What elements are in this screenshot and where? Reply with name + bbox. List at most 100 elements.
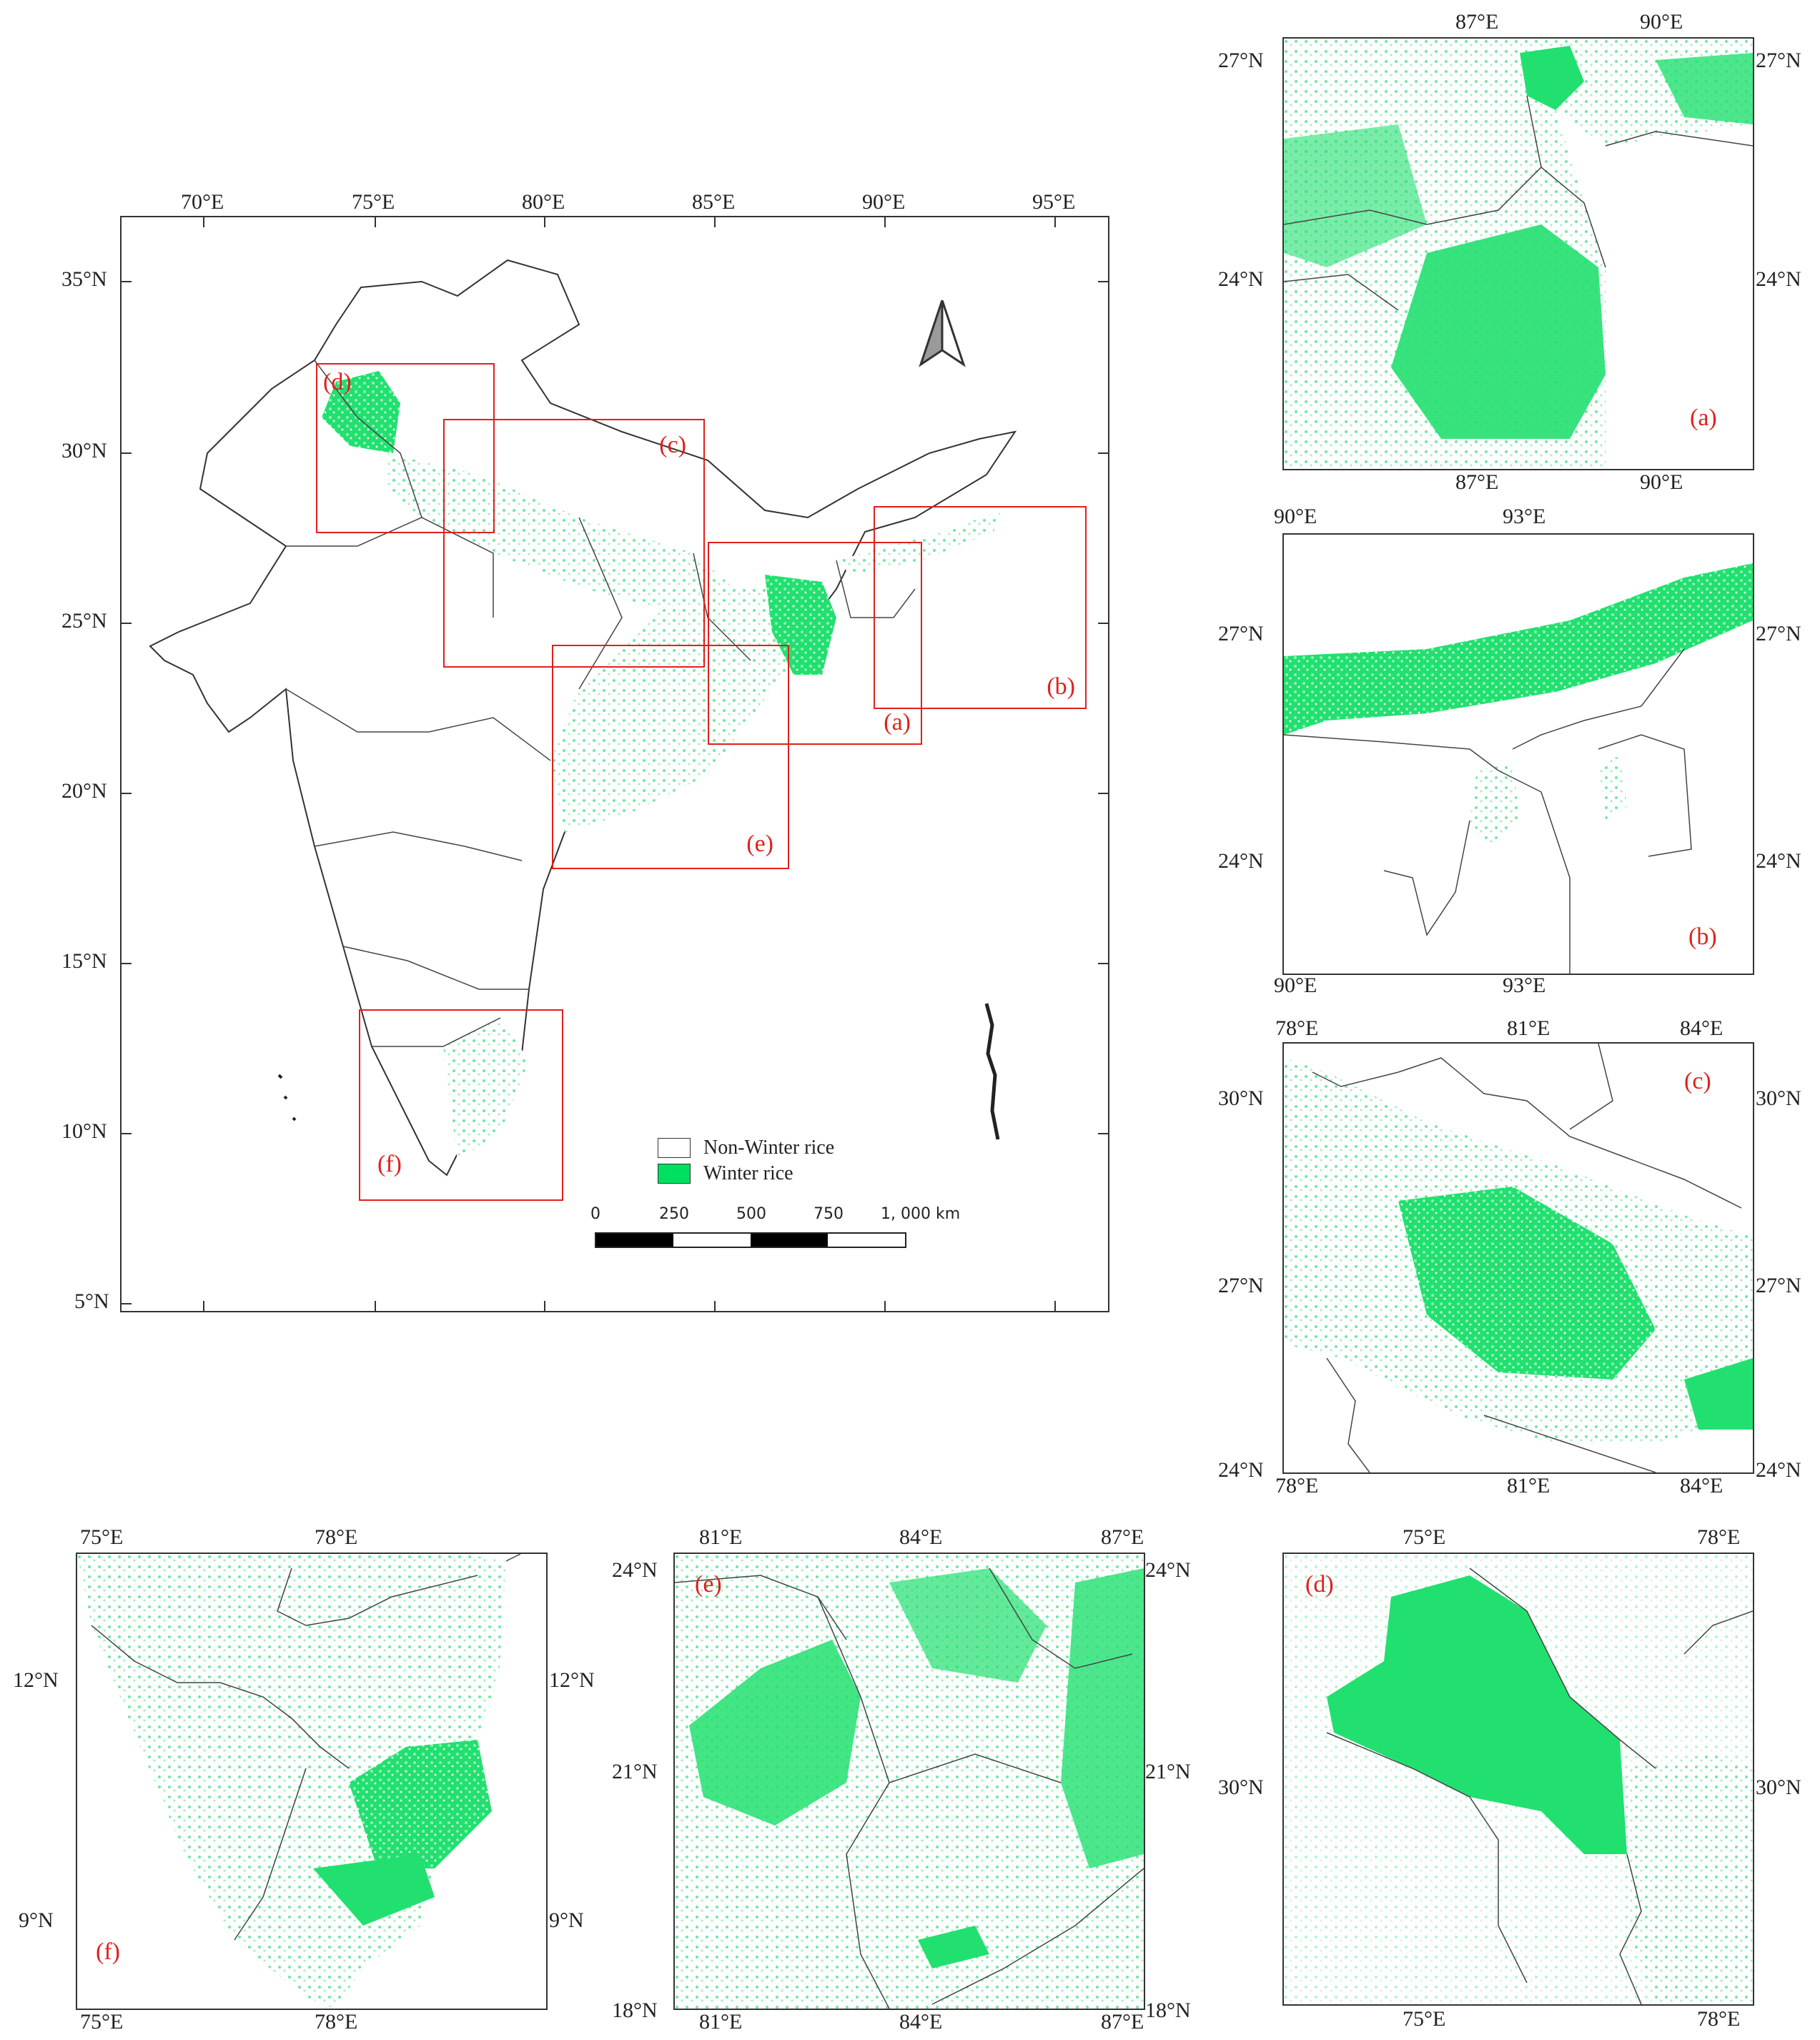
legend-label: Winter rice (703, 1162, 793, 1184)
north-arrow-icon (919, 300, 966, 367)
panel-f-lat-tick: 9°N (549, 1908, 584, 1932)
panel-c-lat-tick: 24°N (1218, 1458, 1264, 1482)
panel-c-lon-tick: 81°E (1507, 1474, 1551, 1497)
region-box-b: (b) (874, 506, 1087, 709)
panel-f-lon-tick: 78°E (315, 2010, 358, 2034)
winter-rice-tn (443, 1018, 529, 1161)
panel-e-lon-tick: 84°E (899, 1525, 943, 1549)
panel-c-label: (c) (1684, 1068, 1711, 1094)
panel-d-frame (1282, 1553, 1754, 2006)
main-lon-tick: 70°E (181, 190, 224, 214)
panel-a-label: (a) (1690, 405, 1717, 431)
panel-e-lat-tick: 24°N (1145, 1558, 1191, 1582)
panel-e-lon-tick: 87°E (1101, 1525, 1144, 1549)
main-lon-tick: 80°E (522, 190, 565, 214)
panel-e-lon-tick: 84°E (899, 2010, 943, 2034)
panel-c-map (1284, 1044, 1753, 1472)
main-lon-tick: 75°E (352, 190, 395, 214)
panel-e-lat-tick: 21°N (1145, 1760, 1191, 1783)
panel-b-frame (1282, 533, 1754, 975)
region-box-f: (f) (359, 1009, 563, 1201)
scale-label: 1, 000 km (881, 1205, 961, 1223)
panel-c-lat-tick: 24°N (1756, 1458, 1801, 1482)
panel-c-lon-tick: 78°E (1275, 1016, 1319, 1040)
panel-f-lat-tick: 9°N (19, 1908, 54, 1932)
main-lat-tick: 15°N (61, 949, 107, 973)
legend: Non-Winter rice Winter rice (658, 1135, 834, 1187)
winter-rice-punjab (322, 371, 400, 453)
winter-rice-bengal (765, 575, 836, 675)
legend-item-non-winter: Non-Winter rice (658, 1135, 834, 1161)
panel-c-lat-tick: 27°N (1756, 1274, 1801, 1297)
region-box-e: (e) (552, 645, 789, 869)
andaman-islands (984, 1003, 1000, 1140)
main-lat-tick: 20°N (61, 779, 107, 803)
main-lon-tick: 90°E (862, 190, 906, 214)
panel-c-lon-tick: 84°E (1680, 1016, 1723, 1040)
panel-a-lat-tick: 27°N (1756, 49, 1801, 72)
panel-e-lat-tick: 18°N (1145, 1999, 1191, 2022)
panel-e-lon-tick: 81°E (699, 2010, 743, 2034)
main-lat-tick: 10°N (61, 1119, 107, 1143)
panel-b-lat-tick: 27°N (1218, 622, 1264, 645)
panel-c-lon-tick: 84°E (1680, 1474, 1723, 1497)
legend-label: Non-Winter rice (703, 1137, 835, 1159)
panel-f-lon-tick: 75°E (80, 2010, 124, 2034)
panel-e-map (675, 1554, 1144, 2009)
panel-b-map (1284, 563, 1753, 974)
panel-d-lon-tick: 75°E (1403, 1525, 1446, 1549)
panel-c-lat-tick: 30°N (1756, 1086, 1801, 1110)
main-lat-tick: 35°N (61, 267, 107, 291)
panel-f-lat-tick: 12°N (13, 1668, 59, 1692)
winter-swatch (658, 1164, 691, 1184)
panel-f-lat-tick: 12°N (549, 1668, 595, 1692)
panel-b-lon-tick: 93°E (1503, 974, 1546, 997)
panel-e-frame (673, 1553, 1145, 2010)
india-map (122, 217, 1108, 1311)
panel-a-lon-tick: 90°E (1640, 470, 1683, 494)
panel-d-map (1284, 1554, 1753, 2004)
panel-e-label: (e) (695, 1571, 722, 1598)
panel-b-lon-tick: 90°E (1274, 974, 1317, 997)
main-map-frame (120, 216, 1109, 1312)
panel-d-label: (d) (1305, 1571, 1334, 1598)
panel-d-lat-tick: 30°N (1756, 1776, 1801, 1799)
legend-item-winter: Winter rice (658, 1161, 834, 1187)
scale-label: 750 (813, 1205, 844, 1223)
panel-b-lat-tick: 27°N (1756, 622, 1801, 645)
panel-f-label: (f) (96, 1939, 120, 1965)
panel-a-map (1284, 39, 1753, 469)
panel-b-lon-tick: 93°E (1503, 505, 1546, 528)
panel-c-frame (1282, 1042, 1754, 1474)
region-box-d: (d) (316, 363, 495, 533)
panel-d-lon-tick: 78°E (1697, 1525, 1741, 1549)
panel-e-lat-tick: 24°N (612, 1558, 658, 1582)
scale-label: 250 (659, 1205, 689, 1223)
panel-a-lat-tick: 24°N (1756, 267, 1801, 291)
panel-f-frame (76, 1553, 548, 2010)
panel-c-lon-tick: 81°E (1507, 1016, 1551, 1040)
panel-b-lon-tick: 90°E (1274, 505, 1317, 528)
panel-f-lon-tick: 75°E (80, 1525, 124, 1549)
panel-a-lat-tick: 27°N (1218, 49, 1264, 72)
panel-b-label: (b) (1688, 924, 1717, 950)
panel-f-lon-tick: 78°E (315, 1525, 358, 1549)
winter-rice-gangetic (386, 453, 743, 618)
panel-a-lon-tick: 87°E (1455, 470, 1499, 494)
non-winter-swatch (658, 1138, 691, 1158)
main-lat-tick: 25°N (61, 609, 107, 633)
region-box-a: (a) (708, 542, 922, 745)
panel-b-lat-tick: 24°N (1756, 849, 1801, 873)
panel-e-lon-tick: 87°E (1101, 2010, 1144, 2034)
panel-d-lat-tick: 30°N (1218, 1776, 1264, 1799)
winter-rice-east (550, 589, 808, 832)
scale-label: 0 (590, 1205, 600, 1223)
scale-bar (595, 1232, 906, 1248)
panel-d-lon-tick: 78°E (1697, 2007, 1741, 2031)
panel-e-lat-tick: 21°N (612, 1760, 658, 1783)
panel-c-lat-tick: 27°N (1218, 1274, 1264, 1297)
main-lat-tick: 30°N (61, 439, 107, 462)
main-lon-tick: 95°E (1032, 190, 1076, 214)
panel-a-lon-tick: 90°E (1640, 10, 1683, 34)
panel-d-lon-tick: 75°E (1403, 2007, 1446, 2031)
